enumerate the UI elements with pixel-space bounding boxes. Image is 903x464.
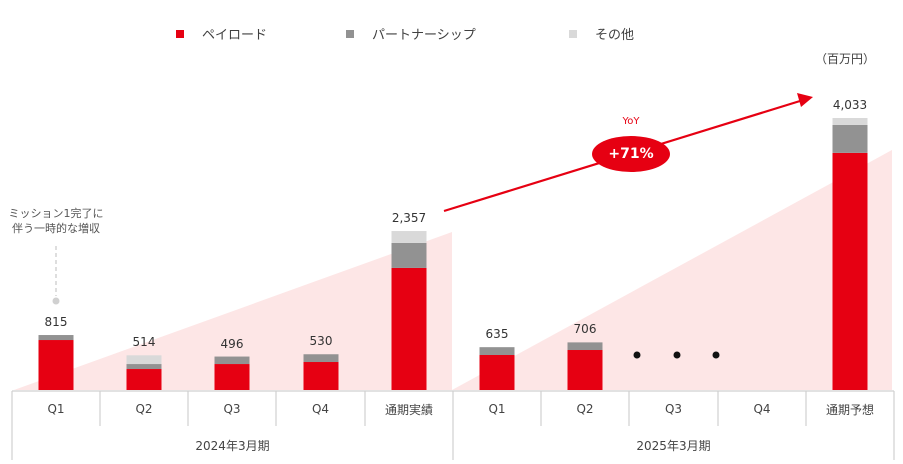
bar-segment: [567, 342, 603, 351]
bar-segment: [126, 369, 162, 390]
legend-label: パートナーシップ: [372, 28, 476, 43]
legend-swatch-partnership: [346, 29, 354, 38]
legend-item-other: その他: [569, 24, 634, 43]
axis-cell-fy2024-q4: Q4: [311, 402, 330, 416]
bar-segment: [479, 347, 515, 355]
growth-shade-fy2024: [14, 232, 452, 390]
bar-total-label: 4,033: [832, 98, 868, 112]
axis-cell-fy2024-q3: Q3: [223, 402, 241, 416]
ellipsis-dot: [633, 351, 641, 359]
bar-segment: [391, 242, 427, 268]
bar-total-label: 706: [573, 322, 597, 337]
bar-segment: [303, 354, 339, 363]
yoy-arrow-head-icon: [797, 93, 813, 107]
unit-label: （百万円）: [815, 52, 876, 66]
bar-segment: [38, 340, 74, 390]
bar-segment: [832, 152, 868, 390]
ellipsis-dot: [673, 351, 681, 359]
bar-total-label: 496: [220, 336, 244, 351]
mission1-annotation: ミッション1完了に 伴う一時的な増収: [0, 206, 112, 236]
legend-item-partnership: パートナーシップ: [346, 24, 476, 43]
bar-segment: [479, 354, 515, 390]
annotation-line-1: ミッション1完了に: [8, 207, 104, 220]
legend-label: その他: [595, 28, 635, 43]
axis-cell-fy2025-q3: Q3: [664, 402, 683, 416]
axis-cell-fy2025-full-year-forecast: 通期予想: [825, 402, 874, 417]
axis-table-grid: [11, 390, 895, 460]
bar-total-label: 815: [44, 315, 68, 330]
bar-segment: [214, 356, 250, 365]
bar-total-label: 635: [485, 327, 509, 342]
axis-cell-fy2024-q1: Q1: [47, 402, 65, 416]
bar-segment: [214, 364, 250, 390]
growth-shade-fy2025: [452, 150, 892, 390]
bar-segment: [567, 350, 603, 390]
bar-total-label: 530: [309, 334, 333, 349]
bar-total-label: 514: [132, 335, 156, 350]
fiscal-year-label-2024: 2024年3月期: [195, 438, 270, 453]
fiscal-year-label-2025: 2025年3月期: [636, 438, 711, 453]
bar-segment: [38, 335, 74, 341]
bar-segment: [391, 231, 427, 243]
bar-segment: [126, 364, 162, 370]
annotation-line-2: 伴う一時的な増収: [12, 222, 100, 235]
legend-swatch-other: [569, 29, 577, 38]
yoy-growth-badge: +71%: [592, 136, 670, 172]
annotation-dot: [52, 297, 60, 305]
legend-swatch-payload: [176, 29, 184, 38]
chart-legend: ペイロード パートナーシップ その他: [0, 24, 903, 44]
axis-cell-fy2025-q1: Q1: [488, 402, 506, 416]
legend-label: ペイロード: [202, 28, 268, 43]
bar-segment: [391, 267, 427, 390]
axis-cell-fy2025-q4: Q4: [753, 402, 771, 416]
legend-item-payload: ペイロード: [176, 24, 267, 43]
axis-cell-fy2025-q2: Q2: [576, 402, 594, 416]
bar-segment: [303, 362, 339, 390]
bar-total-label: 2,357: [391, 211, 427, 226]
bar-group: [38, 118, 868, 390]
yoy-label: YoY: [622, 116, 640, 127]
axis-cell-fy2024-full-year-actual: 通期実績: [384, 402, 433, 417]
bar-segment: [126, 355, 162, 365]
ellipsis-dot: [712, 351, 720, 359]
axis-cell-fy2024-q2: Q2: [135, 402, 153, 416]
bar-segment: [832, 124, 868, 153]
bar-segment: [832, 118, 868, 125]
